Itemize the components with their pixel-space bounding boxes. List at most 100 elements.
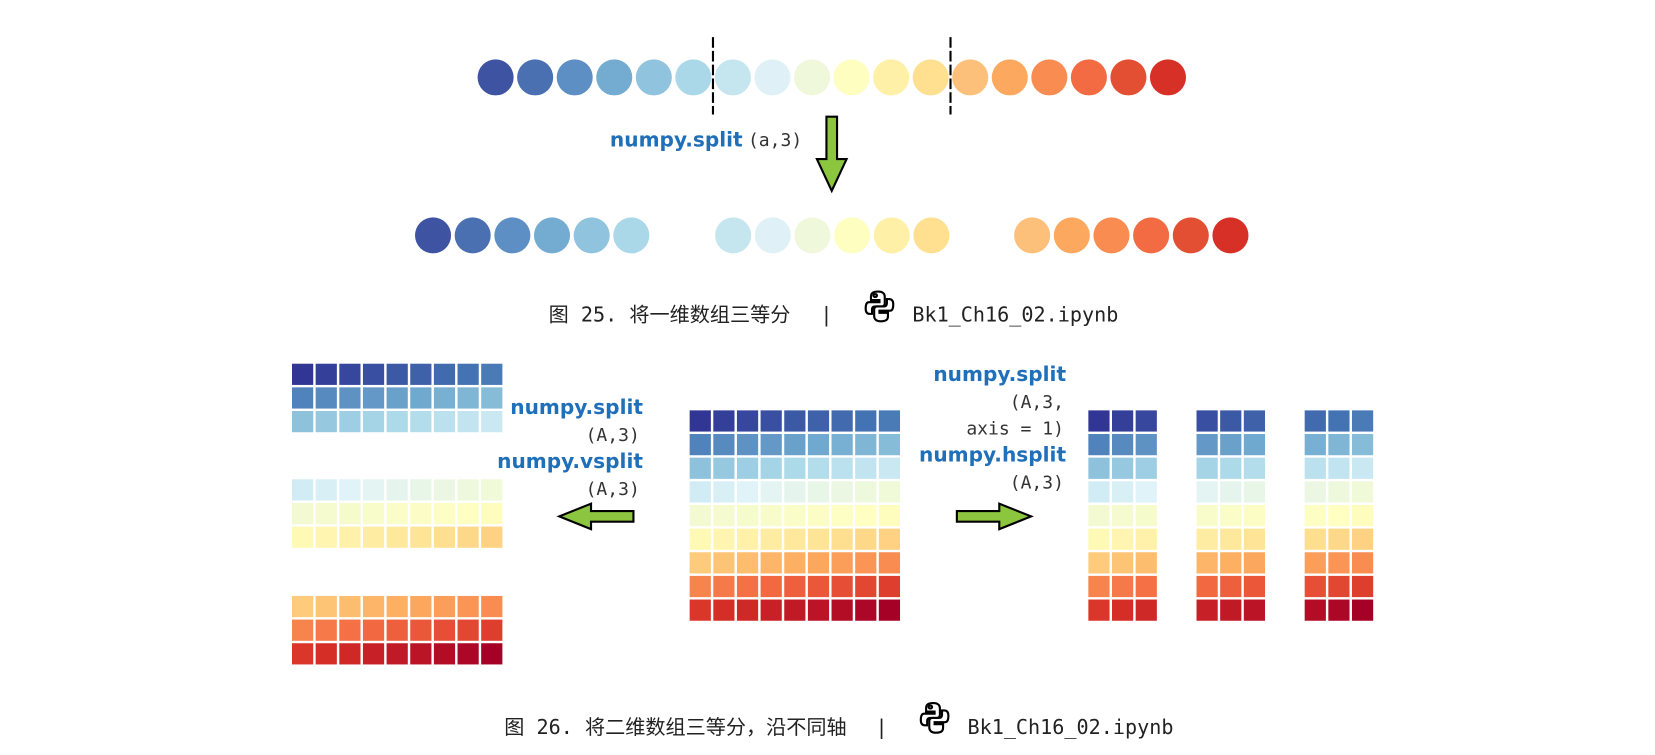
matrix-cell [433,363,456,385]
function-args: (A,3, [1010,392,1064,413]
array-element [1172,217,1209,254]
matrix-cell [1351,410,1374,432]
matrix-cell [362,595,385,618]
matrix-cell [1088,599,1110,621]
matrix-cell [292,619,314,641]
matrix-cell [760,481,782,503]
matrix-cell [878,504,901,527]
matrix-cell [1243,434,1266,456]
matrix-cell [339,619,361,641]
matrix-cell [807,457,830,479]
matrix-cell [386,526,408,548]
matrix-cell [1088,481,1110,503]
matrix-cell [410,411,432,433]
function-name: numpy.split [610,128,743,152]
function-args: (A,3) [1010,473,1064,494]
matrix-cell [784,599,806,621]
array-element [912,59,949,96]
matrix-cell [1304,434,1326,456]
matrix-cell [878,434,901,456]
matrix-cell [315,502,337,525]
matrix-cell [1135,599,1157,621]
matrix-cell [736,599,759,621]
matrix-cell [689,528,711,550]
matrix-cell [339,363,361,385]
matrix-cell [878,410,901,432]
matrix-cell [831,504,853,527]
matrix-cell [315,619,337,641]
array-element [754,59,791,96]
matrix-cell [807,552,830,574]
array-element [635,59,672,96]
matrix-cell [1135,575,1157,598]
matrix-cell [433,595,456,618]
matrix-cell [1304,599,1326,621]
caption-file: Bk1_Ch16_02.ipynb [912,302,1118,326]
array-element [991,59,1028,96]
matrix-cell [1220,410,1242,432]
matrix-cell [831,528,853,550]
matrix-cell [831,575,853,598]
array-element [952,59,989,96]
matrix-cell [736,504,759,527]
matrix-cell [1351,504,1374,527]
function-name: numpy.split [510,395,643,419]
matrix-cell [481,595,503,618]
matrix-cell [1135,552,1157,574]
matrix-cell [878,575,901,598]
array-element [754,217,791,254]
matrix-cell [855,434,877,456]
matrix-cell [784,410,806,432]
matrix-cell [1351,599,1374,621]
matrix-cell [784,528,806,550]
matrix-cell [736,481,759,503]
matrix-cell [1351,481,1374,503]
matrix-cell [457,526,479,548]
matrix-cell [315,479,337,501]
matrix-cell [1135,457,1157,479]
matrix-cell [1304,457,1326,479]
matrix-cell [481,479,503,501]
matrix-cell [410,619,432,641]
matrix-cell [784,457,806,479]
matrix-cell [1112,575,1134,598]
matrix-cell [689,434,711,456]
array-element [613,217,650,254]
matrix-cell [1328,504,1350,527]
matrix-cell [831,457,853,479]
matrix-cell [1243,410,1266,432]
array-element [556,59,593,96]
caption-label: 图 25. 将一维数组三等分 [549,302,791,326]
matrix-cell [457,387,479,409]
matrix-cell [878,528,901,550]
matrix-cell [1220,434,1242,456]
matrix-cell [457,479,479,501]
matrix-cell [878,457,901,479]
matrix-cell [689,552,711,574]
matrix-cell [362,502,385,525]
matrix-cell [433,479,456,501]
matrix-cell [713,457,735,479]
array-element [415,217,452,254]
matrix-cell [689,575,711,598]
matrix-cell [339,643,361,665]
matrix-cell [292,595,314,618]
matrix-cell [1328,528,1350,550]
matrix-cell [1328,481,1350,503]
matrix-cell [457,643,479,665]
matrix-cell [315,411,337,433]
matrix-cell [1243,481,1266,503]
array-element [715,217,752,254]
matrix-cell [1351,552,1374,574]
matrix-cell [433,411,456,433]
matrix-cell [855,552,877,574]
array-element [793,59,831,96]
matrix-cell [1304,504,1326,527]
matrix-cell [807,575,830,598]
matrix-cell [1351,528,1374,550]
matrix-cell [736,410,759,432]
matrix-cell [292,479,314,501]
matrix-cell [315,595,337,618]
matrix-cell [362,411,385,433]
array-element [573,217,610,254]
